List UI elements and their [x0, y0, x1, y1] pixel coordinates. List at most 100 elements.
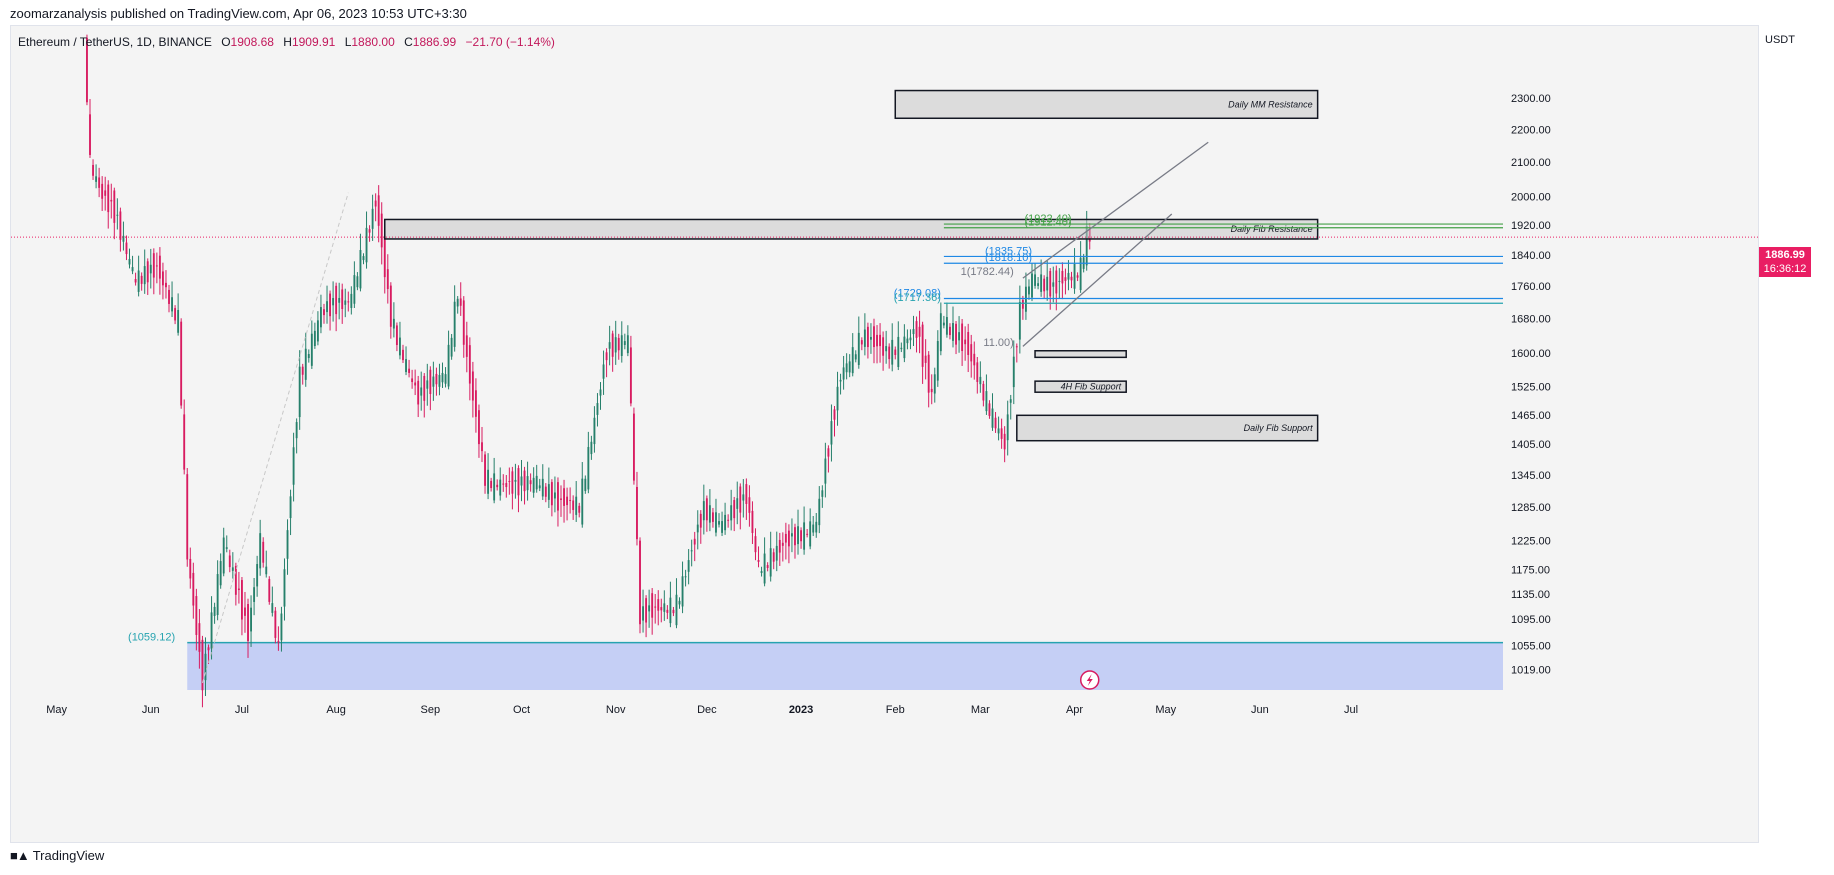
candle-body: [894, 349, 897, 356]
candle-body: [632, 413, 635, 481]
candle-body: [265, 566, 268, 575]
candle-body: [259, 533, 262, 569]
candle-body: [857, 332, 860, 365]
x-tick-label: May: [46, 704, 67, 716]
candle-body: [137, 270, 140, 292]
candle-body: [994, 417, 997, 429]
chart-area[interactable]: Daily MM Resistance Daily Fib Resistance 4…: [10, 25, 1759, 843]
candle-body: [228, 555, 231, 568]
candle-body: [493, 473, 496, 501]
candle-body: [791, 533, 793, 537]
candle-body: [663, 603, 666, 612]
candle-body: [471, 371, 474, 401]
candle-body: [787, 530, 790, 547]
candle-body: [298, 366, 301, 418]
candle-body: [918, 326, 921, 337]
candle-body: [174, 308, 177, 321]
zone-label: Daily Fib Resistance: [1231, 224, 1313, 234]
candle-body: [335, 285, 338, 315]
candle-body: [101, 183, 104, 199]
x-tick-label: Jul: [1344, 704, 1358, 716]
candle-body: [1076, 275, 1079, 278]
candle-body: [596, 403, 599, 415]
candle-body: [754, 536, 757, 553]
candle-body: [256, 564, 259, 587]
y-tick-label: 1920.00: [1511, 220, 1551, 232]
candle-body: [927, 354, 930, 393]
candle-body: [289, 496, 292, 519]
candle-body: [639, 540, 641, 625]
candle-body: [572, 500, 575, 510]
candle-body: [1015, 346, 1018, 348]
candle-body: [1064, 277, 1067, 281]
candle-body: [721, 521, 723, 533]
candle-body: [152, 253, 155, 278]
candle-body: [323, 309, 325, 316]
low-label: L: [344, 35, 352, 49]
candle-body: [86, 37, 88, 103]
candle-body: [201, 639, 204, 691]
candle-body: [386, 269, 389, 290]
low-value: 1880.00: [351, 35, 395, 49]
candle-body: [113, 190, 116, 223]
candle-body: [177, 310, 180, 333]
zone-label: Daily Fib Support: [1244, 423, 1314, 433]
candle-body: [888, 346, 891, 360]
candle-body: [1021, 299, 1024, 309]
candle-body: [681, 576, 684, 607]
candle-body: [854, 354, 857, 360]
candle-body: [356, 276, 359, 288]
footer-brand[interactable]: ■▲ TradingView: [10, 848, 104, 863]
high-value: 1909.91: [291, 35, 336, 49]
candle-body: [690, 550, 693, 552]
candle-body: [885, 346, 888, 352]
candle-body: [544, 486, 547, 497]
candle-body: [587, 446, 590, 490]
close-value: 1886.99: [412, 35, 457, 49]
candle-body: [809, 521, 812, 547]
candle-body: [234, 565, 237, 595]
candle-body: [414, 382, 417, 386]
symbol-name[interactable]: Ethereum / TetherUS, 1D, BINANCE: [18, 35, 212, 49]
candle-body: [547, 484, 550, 500]
candle-body: [775, 545, 778, 561]
candle-body: [760, 571, 763, 573]
candle-body: [976, 362, 979, 382]
price-chart[interactable]: Daily MM Resistance Daily Fib Resistance 4…: [11, 26, 1758, 842]
candle-body: [268, 579, 271, 602]
candle-body: [474, 390, 477, 417]
candle-body: [338, 297, 341, 303]
candle-body: [143, 266, 146, 285]
candle-body: [642, 606, 644, 621]
candle-body: [575, 496, 578, 515]
candle-body: [198, 623, 201, 652]
candle-body: [915, 321, 918, 338]
y-tick-label: 1760.00: [1511, 281, 1551, 293]
candle-body: [465, 335, 468, 357]
candle-body: [1000, 428, 1003, 439]
candle-body: [1009, 399, 1012, 403]
zone-box: [384, 218, 1319, 240]
candle-body: [967, 332, 970, 355]
candle-body: [359, 249, 362, 289]
candle-body: [1058, 280, 1061, 282]
candle-body: [529, 480, 532, 485]
candle-body: [462, 300, 465, 345]
currency-label[interactable]: USDT: [1765, 34, 1795, 46]
candle-body: [584, 478, 587, 491]
candle-body: [763, 553, 766, 584]
candle-body: [593, 417, 596, 445]
zone-box: [1034, 380, 1127, 393]
candle-body: [411, 378, 414, 383]
candle-body: [1061, 270, 1064, 284]
candle-body: [329, 293, 332, 317]
candle-body: [526, 476, 529, 491]
candle-body: [803, 522, 806, 550]
candle-body: [952, 323, 954, 341]
candle-body: [842, 367, 845, 380]
candle-body: [1067, 272, 1070, 280]
x-tick-label: Aug: [326, 704, 346, 716]
publisher-line: zoomarzanalysis published on TradingView…: [10, 6, 467, 21]
lightning-icon: [1086, 674, 1093, 686]
candle-body: [250, 607, 252, 632]
